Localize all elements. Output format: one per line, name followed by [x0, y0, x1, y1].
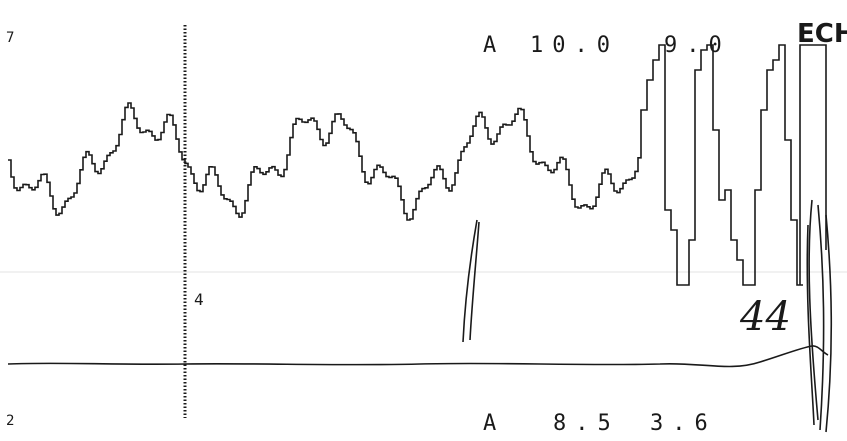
bottom-readout-prefix: A [483, 411, 505, 436]
bottom-left-channel-label: 2 [6, 413, 14, 429]
bottom-readout-value-1: 8.5 [553, 411, 620, 436]
brand-fragment: ECH [797, 19, 847, 49]
lower-trace-waveform [7, 345, 829, 368]
pen-stroke [806, 199, 833, 433]
bottom-readout-value-2: 3.6 [650, 411, 717, 436]
top-readout-prefix: A [483, 33, 505, 58]
top-readout-value-1: 10.0 [530, 33, 619, 58]
event-marker-label: 4 [194, 290, 204, 309]
handwritten-note: 44 [739, 294, 791, 340]
pen-slash [462, 219, 480, 343]
top-left-channel-label: 7 [6, 30, 14, 46]
upper-trace-waveform [8, 44, 827, 286]
top-readout-value-2: 9.0 [664, 33, 731, 58]
